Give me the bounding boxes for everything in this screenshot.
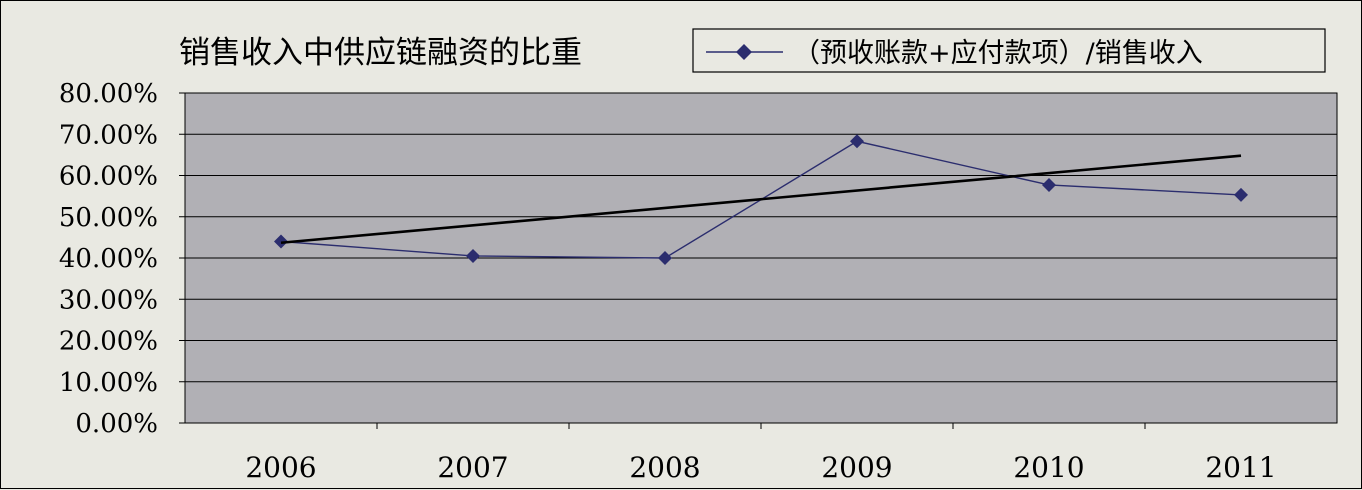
data-point-marker bbox=[658, 251, 672, 265]
x-tick-label: 2007 bbox=[437, 451, 508, 484]
legend: （预收账款+应付款项）/销售收入 bbox=[692, 28, 1326, 73]
y-tick-label: 50.00% bbox=[59, 203, 158, 233]
y-tick-label: 60.00% bbox=[59, 162, 158, 192]
y-tick-label: 70.00% bbox=[59, 120, 158, 150]
x-tick-label: 2011 bbox=[1205, 451, 1276, 484]
y-tick-label: 30.00% bbox=[59, 285, 158, 315]
axes: 0.00% 10.00% 20.00% 30.00% 40.00% 50.00% 60.00… bbox=[59, 79, 1277, 484]
data-point-marker bbox=[850, 134, 864, 149]
chart-title: 销售收入中供应链融资的比重 bbox=[179, 35, 582, 71]
y-tick-label: 20.00% bbox=[59, 327, 158, 357]
legend-series-label: （预收账款+应付款项）/销售收入 bbox=[793, 38, 1203, 69]
x-tick-label: 2006 bbox=[245, 451, 316, 484]
y-tick-label: 80.00% bbox=[59, 79, 158, 109]
y-tick-label: 0.00% bbox=[75, 409, 158, 439]
x-tick-label: 2010 bbox=[1013, 451, 1084, 484]
trendline-group bbox=[280, 154, 1242, 245]
trendline bbox=[280, 154, 1242, 245]
legend-diamond-marker bbox=[736, 44, 752, 60]
data-point-marker bbox=[466, 248, 480, 263]
data-point-marker bbox=[1042, 177, 1056, 192]
x-tick-label: 2009 bbox=[821, 451, 892, 484]
legend-box bbox=[692, 28, 1326, 73]
data-point-marker bbox=[1234, 187, 1248, 202]
gridlines bbox=[185, 133, 1337, 383]
x-tick-label: 2008 bbox=[629, 451, 700, 484]
y-tick-label: 40.00% bbox=[59, 244, 158, 274]
y-tick-label: 10.00% bbox=[59, 368, 158, 398]
